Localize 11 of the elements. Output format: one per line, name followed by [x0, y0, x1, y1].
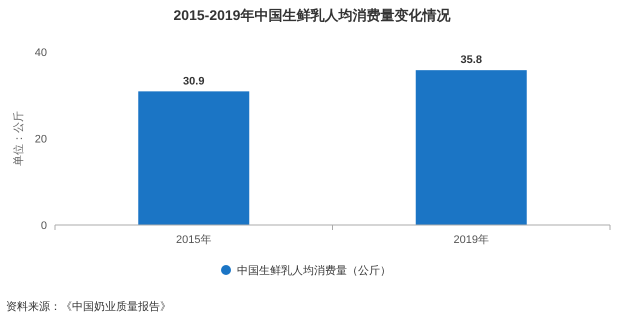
y-axis-title: 单位：公斤: [12, 111, 25, 166]
y-tick-label: 40: [34, 47, 47, 59]
y-tick-label: 20: [34, 134, 47, 146]
y-tick-label: 0: [40, 220, 47, 232]
data-label: 30.9: [183, 75, 204, 88]
chart-title: 2015-2019年中国生鲜乳人均消费量变化情况: [174, 7, 452, 23]
x-tick-label: 2015年: [176, 234, 212, 246]
x-tick-label: 2019年: [454, 234, 489, 246]
data-label: 35.8: [460, 54, 482, 66]
text: 资料来源：《中国奶业质量报告》: [6, 300, 171, 313]
legend-label: 中国生鲜乳人均消费量（公斤）: [237, 264, 391, 277]
